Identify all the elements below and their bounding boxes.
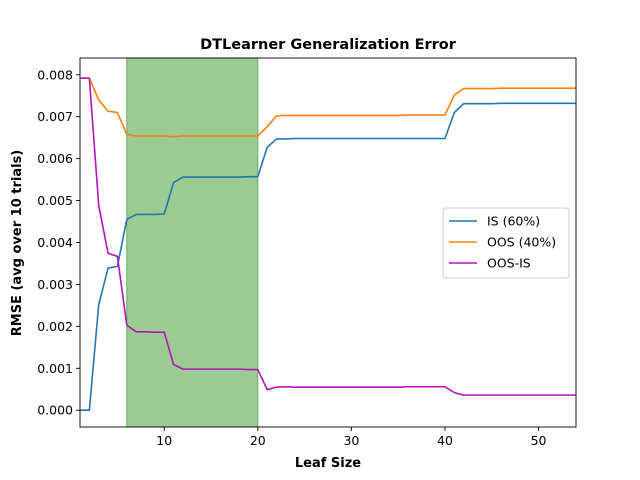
x-axis-label: Leaf Size	[295, 456, 361, 471]
legend-label-0: IS (60%)	[487, 214, 540, 229]
y-tick-label: 0.000	[37, 403, 73, 418]
legend-box	[442, 207, 570, 279]
y-axis-label: RMSE (avg over 10 trials)	[10, 150, 25, 337]
highlight-span	[126, 57, 259, 428]
legend: IS (60%) OOS (40%) OOS-IS	[442, 207, 570, 279]
y-tick-label: 0.001	[37, 361, 73, 376]
legend-label-2: OOS-IS	[487, 256, 531, 271]
series-line-0	[80, 102, 576, 412]
chart-title: DTLearner Generalization Error	[200, 37, 457, 53]
y-tick-label: 0.004	[37, 235, 73, 250]
x-tick-label: 30	[343, 433, 359, 448]
y-tick-label: 0.006	[37, 151, 73, 166]
axes: 10 20 30 40 50 0.000 0.001 0.002 0.003 0.004 0.005…	[37, 57, 577, 448]
y-tick-label: 0.008	[37, 67, 73, 82]
legend-label-1: OOS (40%)	[487, 235, 556, 250]
y-tick-label: 0.005	[37, 193, 73, 208]
x-tick-label: 50	[531, 433, 547, 448]
y-tick-label: 0.002	[37, 319, 73, 334]
x-tick-label: 20	[250, 433, 266, 448]
series-line-2	[80, 77, 576, 396]
x-tick-label: 40	[437, 433, 453, 448]
plot-area	[126, 57, 259, 428]
series-line-1	[80, 77, 576, 138]
y-tick-label: 0.007	[37, 109, 73, 124]
y-tick-label: 0.003	[37, 277, 73, 292]
series-layer	[80, 77, 576, 412]
x-tick-label: 10	[156, 433, 172, 448]
